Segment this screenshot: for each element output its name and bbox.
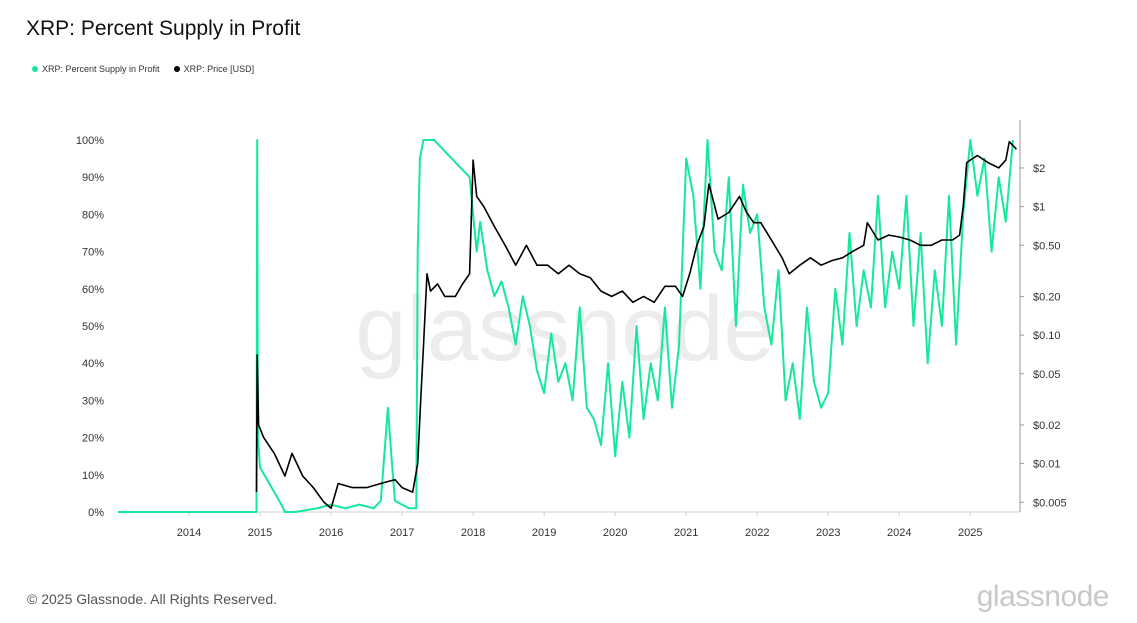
x-tick-label: 2022 bbox=[745, 527, 769, 539]
x-tick-label: 2021 bbox=[674, 527, 698, 539]
x-tick-label: 2019 bbox=[532, 527, 556, 539]
legend-label-price: XRP: Price [USD] bbox=[183, 64, 255, 74]
chart-title: XRP: Percent Supply in Profit bbox=[26, 17, 301, 40]
series-line-price bbox=[255, 140, 1017, 510]
x-tick-label: 2025 bbox=[958, 527, 982, 539]
y-right-tick-label: $0.20 bbox=[1033, 291, 1061, 303]
y-left-tick-label: 100% bbox=[76, 135, 104, 147]
y-right-tick-label: $0.10 bbox=[1033, 330, 1061, 342]
y-left-tick-label: 10% bbox=[82, 470, 104, 482]
chart-axes: 2014 2015 2016 2017 2018 2019 2020 2021 2022 2023… bbox=[76, 120, 1067, 539]
series-line-supply-in-profit bbox=[118, 139, 1014, 513]
legend-swatch-price bbox=[173, 66, 180, 72]
legend-item-supply[interactable]: XRP: Percent Supply in Profit bbox=[32, 64, 160, 74]
brand-logo: glassnode bbox=[976, 580, 1110, 613]
y-left-tick-label: 70% bbox=[82, 247, 104, 259]
chart-series-layer bbox=[118, 139, 1017, 513]
y-left-tick-label: 30% bbox=[82, 395, 104, 407]
legend-item-price[interactable]: XRP: Price [USD] bbox=[173, 64, 255, 74]
y-left-tick-label: 0% bbox=[88, 507, 104, 519]
x-tick-label: 2014 bbox=[177, 527, 201, 539]
chart-legend: XRP: Percent Supply in Profit XRP: Price… bbox=[32, 64, 254, 74]
y-right-tick-label: $0.50 bbox=[1033, 240, 1061, 252]
y-left-tick-label: 50% bbox=[82, 321, 104, 333]
legend-swatch-supply bbox=[32, 66, 38, 72]
x-tick-label: 2020 bbox=[603, 527, 627, 539]
y-left-tick-label: 40% bbox=[82, 358, 104, 370]
legend-label-supply: XRP: Percent Supply in Profit bbox=[42, 64, 160, 74]
y-right-tick-label: $0.05 bbox=[1033, 369, 1061, 381]
x-tick-label: 2016 bbox=[319, 527, 343, 539]
x-tick-label: 2023 bbox=[816, 527, 840, 539]
y-right-tick-label: $2 bbox=[1033, 163, 1045, 175]
y-left-tick-label: 90% bbox=[82, 172, 104, 184]
y-left-tick-label: 80% bbox=[82, 209, 104, 221]
footer-copyright: © 2025 Glassnode. All Rights Reserved. bbox=[27, 591, 278, 607]
y-right-tick-label: $0.02 bbox=[1033, 420, 1061, 432]
y-right-tick-label: $1 bbox=[1033, 202, 1045, 214]
x-tick-label: 2017 bbox=[390, 527, 414, 539]
y-right-tick-label: $0.01 bbox=[1033, 459, 1061, 471]
y-left-tick-label: 60% bbox=[82, 284, 104, 296]
y-left-tick-label: 20% bbox=[82, 433, 104, 445]
x-tick-label: 2024 bbox=[887, 527, 911, 539]
y-right-tick-label: $0.005 bbox=[1033, 497, 1067, 509]
x-tick-label: 2015 bbox=[248, 527, 272, 539]
x-tick-label: 2018 bbox=[461, 527, 485, 539]
